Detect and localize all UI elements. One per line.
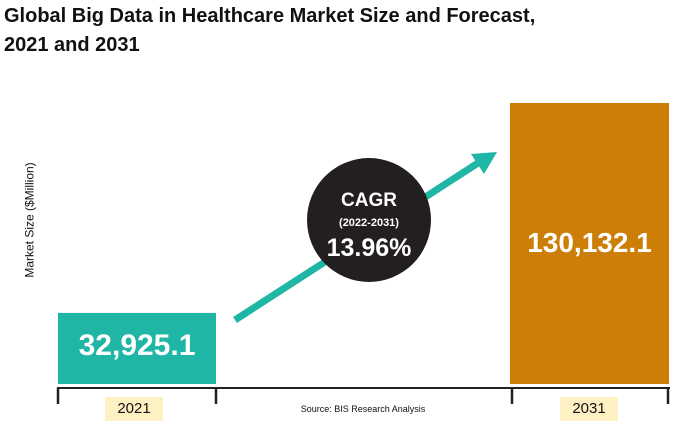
bar-2031 — [510, 103, 669, 384]
data-label-2031: 130,132.1 — [527, 227, 652, 258]
x-tick-label-2021: 2021 — [105, 397, 163, 421]
source-note: Source: BIS Research Analysis — [300, 404, 426, 414]
cagr-label: CAGR — [341, 190, 397, 211]
bar-2021 — [58, 312, 216, 384]
chart-title: Global Big Data in Healthcare Market Siz… — [4, 5, 536, 56]
x-tick-label-2031: 2031 — [560, 397, 618, 421]
growth-arrow-head — [471, 152, 497, 174]
cagr-period: (2022-2031) — [339, 217, 399, 229]
cagr-value: 13.96% — [326, 234, 412, 262]
cagr-bubble: CAGR (2022-2031) 13.96% — [307, 158, 431, 282]
data-label-2021: 32,925.1 — [78, 329, 196, 363]
